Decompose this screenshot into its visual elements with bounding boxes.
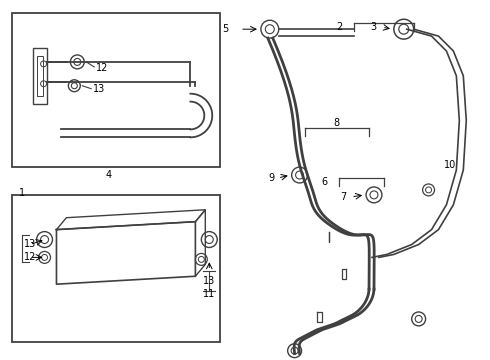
Text: 13: 13 <box>93 84 105 94</box>
Text: 2: 2 <box>336 22 342 32</box>
Text: 10: 10 <box>443 160 456 170</box>
Text: 7: 7 <box>340 192 346 202</box>
Text: 8: 8 <box>333 118 340 129</box>
Text: 11: 11 <box>203 289 216 299</box>
Text: 6: 6 <box>321 177 327 187</box>
Bar <box>12 13 220 167</box>
Text: 3: 3 <box>370 22 376 32</box>
Text: 12: 12 <box>24 252 36 262</box>
Text: 12: 12 <box>96 63 108 73</box>
Text: 9: 9 <box>269 173 275 183</box>
Text: 5: 5 <box>222 24 228 34</box>
Text: 13: 13 <box>203 276 216 286</box>
Bar <box>33 48 47 104</box>
Bar <box>12 195 220 342</box>
Text: 4: 4 <box>106 170 112 180</box>
Text: 13: 13 <box>24 239 36 249</box>
Bar <box>37 56 43 96</box>
Text: 1: 1 <box>19 188 25 198</box>
